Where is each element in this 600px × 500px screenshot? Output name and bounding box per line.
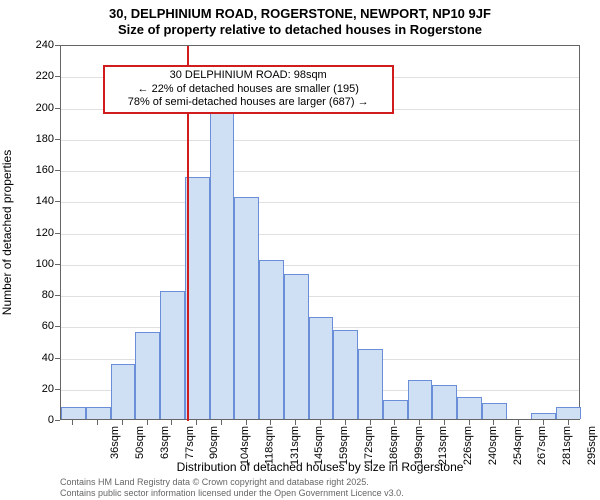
x-tick-mark xyxy=(543,420,544,425)
x-tick-label: 90sqm xyxy=(208,426,220,459)
bar xyxy=(135,332,160,420)
y-tick-label: 40 xyxy=(42,352,54,364)
y-tick-label: 140 xyxy=(36,195,54,207)
chart-title: 30, DELPHINIUM ROAD, ROGERSTONE, NEWPORT… xyxy=(0,0,600,22)
bar xyxy=(309,317,334,419)
y-axis-ticks: 020406080100120140160180200220240 xyxy=(0,45,60,420)
x-tick-mark xyxy=(171,420,172,425)
footer-line-2: Contains public sector information licen… xyxy=(60,488,404,498)
chart-footer: Contains HM Land Registry data © Crown c… xyxy=(60,477,404,498)
bar xyxy=(61,407,86,420)
bar xyxy=(86,407,111,420)
bar xyxy=(432,385,457,419)
annotation-line: ← 22% of detached houses are smaller (19… xyxy=(109,83,388,97)
plot-area: 30 DELPHINIUM ROAD: 98sqm← 22% of detach… xyxy=(60,45,580,420)
bar xyxy=(457,397,482,419)
bar xyxy=(531,413,556,419)
y-tick-label: 80 xyxy=(42,289,54,301)
bar xyxy=(556,407,581,420)
y-tick-label: 20 xyxy=(42,383,54,395)
x-tick-mark xyxy=(568,420,569,425)
x-tick-mark xyxy=(345,420,346,425)
bar xyxy=(234,197,259,419)
y-tick-label: 0 xyxy=(48,414,54,426)
x-tick-mark xyxy=(493,420,494,425)
annotation-box: 30 DELPHINIUM ROAD: 98sqm← 22% of detach… xyxy=(103,65,394,114)
bar xyxy=(482,403,507,419)
gridline xyxy=(61,140,579,141)
bar xyxy=(333,330,358,419)
y-tick-label: 120 xyxy=(36,227,54,239)
x-tick-mark xyxy=(97,420,98,425)
bar xyxy=(259,260,284,419)
y-tick-label: 200 xyxy=(36,102,54,114)
x-tick-label: 50sqm xyxy=(134,426,146,459)
x-tick-label: 63sqm xyxy=(159,426,171,459)
x-tick-mark xyxy=(444,420,445,425)
y-tick-label: 220 xyxy=(36,70,54,82)
plot-area-wrap: 30 DELPHINIUM ROAD: 98sqm← 22% of detach… xyxy=(60,45,580,420)
bar xyxy=(383,400,408,419)
annotation-line: 30 DELPHINIUM ROAD: 98sqm xyxy=(109,69,388,83)
gridline xyxy=(61,296,579,297)
y-tick-label: 180 xyxy=(36,133,54,145)
x-tick-label: 36sqm xyxy=(109,426,121,459)
x-tick-mark xyxy=(147,420,148,425)
x-tick-mark xyxy=(469,420,470,425)
bar xyxy=(210,110,235,419)
x-tick-label: 77sqm xyxy=(184,426,196,459)
x-tick-mark xyxy=(122,420,123,425)
y-tick-label: 60 xyxy=(42,320,54,332)
gridline xyxy=(61,202,579,203)
x-tick-mark xyxy=(196,420,197,425)
x-tick-mark xyxy=(518,420,519,425)
bar xyxy=(358,349,383,419)
x-tick-mark xyxy=(370,420,371,425)
x-axis-title: Distribution of detached houses by size … xyxy=(60,460,580,474)
x-tick-mark xyxy=(72,420,73,425)
y-tick-label: 100 xyxy=(36,258,54,270)
x-tick-mark xyxy=(221,420,222,425)
annotation-line: 78% of semi-detached houses are larger (… xyxy=(109,96,388,110)
x-tick-mark xyxy=(320,420,321,425)
footer-line-1: Contains HM Land Registry data © Crown c… xyxy=(60,477,404,487)
chart-subtitle: Size of property relative to detached ho… xyxy=(0,22,600,40)
x-tick-mark xyxy=(419,420,420,425)
gridline xyxy=(61,265,579,266)
y-tick-label: 160 xyxy=(36,164,54,176)
x-tick-label: 118sqm xyxy=(263,426,275,464)
bar xyxy=(160,291,185,419)
x-tick-mark xyxy=(246,420,247,425)
y-tick-label: 240 xyxy=(36,39,54,51)
gridline xyxy=(61,171,579,172)
x-tick-mark xyxy=(295,420,296,425)
bar xyxy=(111,364,136,419)
gridline xyxy=(61,234,579,235)
chart-container: 30, DELPHINIUM ROAD, ROGERSTONE, NEWPORT… xyxy=(0,0,600,500)
x-tick-label: 295sqm xyxy=(586,426,598,465)
bar xyxy=(284,274,309,419)
bar xyxy=(408,380,433,419)
x-tick-mark xyxy=(270,420,271,425)
x-tick-mark xyxy=(394,420,395,425)
